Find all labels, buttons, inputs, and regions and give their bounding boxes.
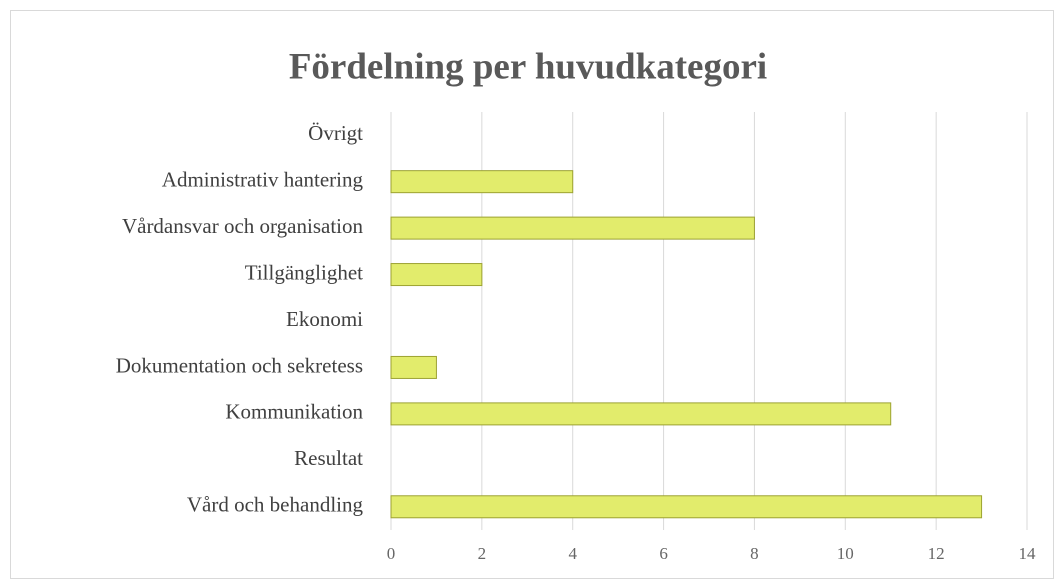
bar (390, 216, 755, 240)
y-tick-label: Vård och behandling (187, 493, 364, 517)
x-tick-label: 6 (659, 544, 668, 563)
y-tick-label: Resultat (294, 446, 363, 470)
y-tick-label: Övrigt (308, 121, 363, 145)
x-tick-label: 10 (837, 544, 854, 563)
bar (390, 495, 983, 519)
y-tick-label: Dokumentation och sekretess (116, 353, 363, 377)
bar (390, 263, 483, 287)
y-tick-label: Tillgänglighet (245, 260, 363, 284)
x-tick-label: 0 (387, 544, 396, 563)
bar (390, 170, 574, 194)
bar (390, 355, 437, 379)
x-tick-label: 4 (568, 544, 577, 563)
x-tick-label: 8 (750, 544, 759, 563)
x-tick-label: 12 (928, 544, 945, 563)
y-tick-label: Vårdansvar och organisation (122, 214, 364, 238)
y-tick-label: Ekonomi (286, 307, 363, 331)
chart-title: Fördelning per huvudkategori (289, 46, 767, 87)
x-tick-label: 14 (1019, 544, 1037, 563)
y-tick-label: Kommunikation (225, 400, 363, 424)
x-tick-label: 2 (478, 544, 487, 563)
y-tick-label: Administrativ hantering (162, 167, 364, 191)
chart-border (10, 10, 1054, 579)
bar (390, 402, 892, 426)
